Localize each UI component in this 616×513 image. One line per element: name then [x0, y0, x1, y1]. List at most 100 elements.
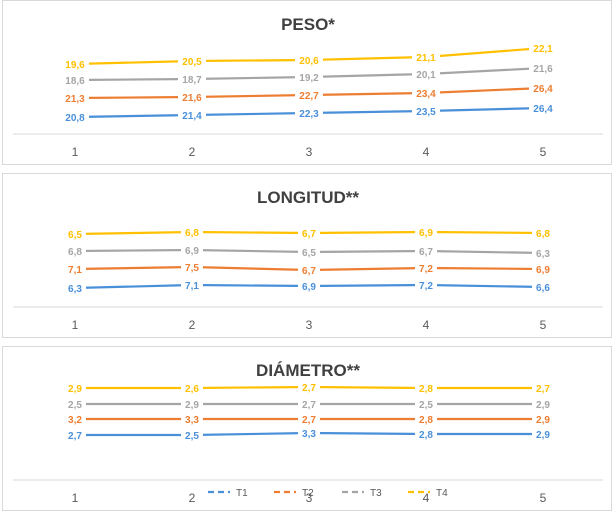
data-label-t4: 6,9 [419, 228, 433, 239]
x-tick-label: 5 [540, 318, 547, 332]
data-label-bg [178, 73, 206, 85]
data-label-t2: 22,7 [299, 91, 319, 102]
data-label-t2: 23,4 [416, 89, 436, 100]
data-label-bg [64, 429, 86, 441]
chart-title: DIÁMETRO** [256, 361, 360, 380]
data-label-bg [181, 226, 203, 238]
x-tick-label: 4 [423, 145, 430, 159]
data-label-t4: 21,1 [416, 53, 436, 64]
data-label-bg [415, 428, 437, 440]
data-label-t3: 2,7 [302, 400, 316, 411]
data-label-t3: 21,6 [533, 64, 553, 75]
legend-label-t2: T2 [302, 488, 314, 499]
data-label-t3: 20,1 [416, 70, 436, 81]
data-label-bg [61, 92, 89, 104]
data-label-bg [529, 102, 557, 114]
data-label-bg [295, 71, 323, 83]
data-label-t4: 2,7 [536, 384, 550, 395]
data-label-t1: 6,6 [536, 283, 550, 294]
data-label-t4: 6,5 [68, 230, 82, 241]
x-tick-label: 3 [306, 318, 313, 332]
data-label-bg [298, 246, 320, 258]
data-label-t2: 26,4 [533, 84, 553, 95]
data-label-t4: 20,5 [182, 57, 202, 68]
data-label-bg [181, 429, 203, 441]
data-label-t1: 22,3 [299, 109, 319, 120]
chart-diametro: DIÁMETRO** 1 2 3 4 5 2,7 2,5 3,3 2,8 2,9 3,2 3,3 2,7 2… [13, 361, 603, 505]
data-label-bg [529, 62, 557, 74]
data-label-t2: 6,9 [536, 265, 550, 276]
x-tick-label: 5 [540, 145, 547, 159]
data-label-t2: 7,1 [68, 265, 82, 276]
data-label-bg [298, 398, 320, 410]
data-label-bg [415, 279, 437, 291]
data-label-bg [295, 89, 323, 101]
data-label-t1: 2,9 [536, 430, 550, 441]
data-label-bg [412, 87, 440, 99]
x-tick-label: 3 [306, 145, 313, 159]
x-tick-label: 5 [540, 491, 547, 505]
data-label-bg [532, 227, 554, 239]
data-label-bg [532, 263, 554, 275]
data-label-bg [178, 109, 206, 121]
data-label-bg [64, 382, 86, 394]
data-label-bg [64, 245, 86, 257]
chart-title: LONGITUD** [257, 188, 359, 207]
data-label-bg [181, 261, 203, 273]
x-tick-label: 3 [306, 491, 313, 505]
data-label-t4: 6,7 [302, 229, 316, 240]
data-label-t2: 21,3 [65, 94, 85, 105]
data-label-t1: 6,9 [302, 282, 316, 293]
data-label-t3: 6,3 [536, 249, 550, 260]
data-label-bg [178, 55, 206, 67]
data-label-t3: 2,9 [536, 400, 550, 411]
data-label-t2: 2,9 [536, 415, 550, 426]
data-label-t2: 6,7 [302, 266, 316, 277]
x-tick-label: 2 [189, 318, 196, 332]
data-label-bg [181, 279, 203, 291]
data-label-bg [415, 382, 437, 394]
data-label-t2: 2,7 [302, 415, 316, 426]
data-label-t1: 6,3 [68, 284, 82, 295]
legend-label-t1: T1 [236, 488, 248, 499]
data-label-bg [178, 91, 206, 103]
data-label-bg [61, 111, 89, 123]
data-label-bg [415, 398, 437, 410]
data-label-bg [532, 413, 554, 425]
data-label-bg [532, 398, 554, 410]
x-tick-label: 4 [423, 491, 430, 505]
x-tick-label: 2 [189, 145, 196, 159]
data-label-bg [532, 281, 554, 293]
data-label-bg [61, 74, 89, 86]
data-label-t4: 2,9 [68, 384, 82, 395]
data-label-bg [529, 82, 557, 94]
data-label-t1: 2,8 [419, 430, 433, 441]
data-label-t4: 19,6 [65, 60, 85, 71]
data-label-t2: 21,6 [182, 93, 202, 104]
data-label-t4: 6,8 [185, 228, 199, 239]
data-label-bg [412, 51, 440, 63]
data-label-t1: 7,2 [419, 281, 433, 292]
data-label-t3: 2,5 [419, 400, 433, 411]
chart-panel-longitud: LONGITUD** 1 2 3 4 5 6,3 7,1 6,9 7,2 6,6 7,1 7,5 6,7 7… [2, 173, 612, 338]
data-label-t4: 2,6 [185, 384, 199, 395]
legend-label-t3: T3 [370, 488, 382, 499]
data-label-t3: 6,5 [302, 248, 316, 259]
data-label-t2: 3,2 [68, 415, 82, 426]
data-label-t3: 6,8 [68, 247, 82, 258]
legend-label-t4: T4 [436, 488, 448, 499]
data-label-bg [412, 68, 440, 80]
x-tick-label: 1 [72, 145, 79, 159]
data-label-bg [415, 413, 437, 425]
data-label-t2: 7,5 [185, 263, 199, 274]
x-tick-label: 1 [72, 491, 79, 505]
data-label-bg [412, 105, 440, 117]
data-label-bg [295, 54, 323, 66]
data-label-bg [532, 382, 554, 394]
x-tick-label: 1 [72, 318, 79, 332]
data-label-bg [64, 263, 86, 275]
data-label-bg [298, 381, 320, 393]
data-label-t3: 19,2 [299, 73, 319, 84]
data-label-t1: 26,4 [533, 104, 553, 115]
data-label-t4: 2,7 [302, 383, 316, 394]
